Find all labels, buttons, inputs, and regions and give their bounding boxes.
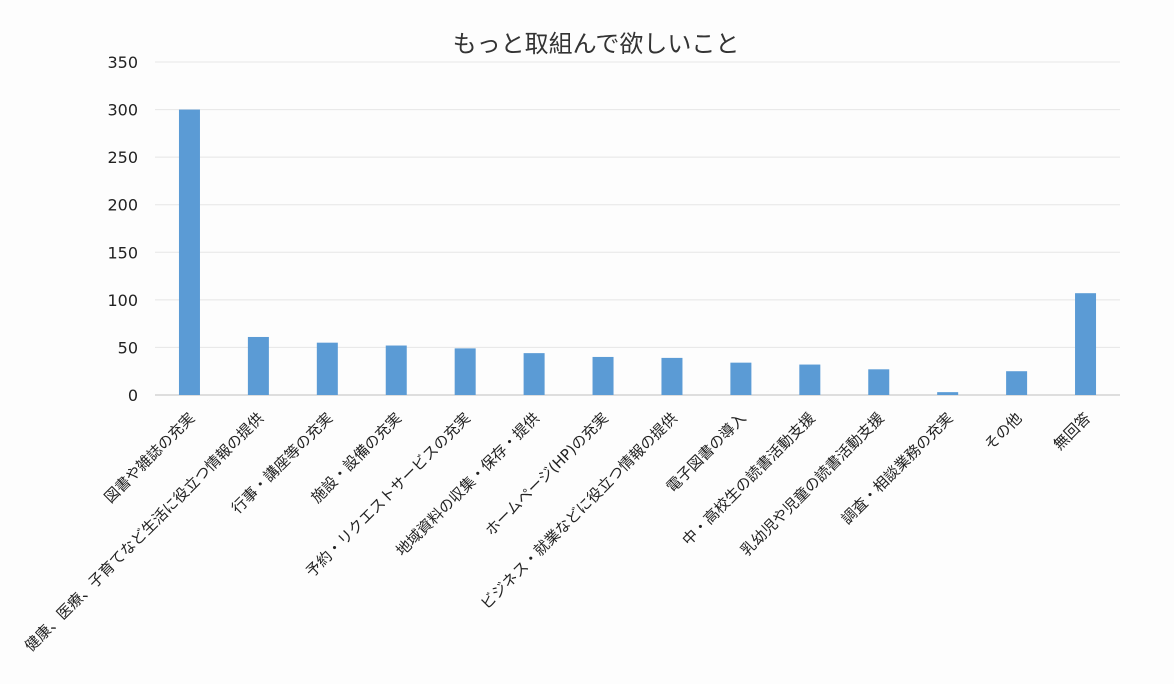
bar — [316, 342, 338, 395]
y-tick-label: 200 — [107, 196, 138, 215]
y-tick-label: 150 — [107, 243, 138, 262]
x-tick-label: 乳幼児や児童の読書活動支援 — [737, 409, 888, 560]
y-tick-label: 250 — [107, 148, 138, 167]
bar — [937, 392, 959, 395]
bar — [799, 364, 821, 395]
x-tick-label: ホームページ(HP)の充実 — [482, 409, 612, 539]
bar — [868, 369, 890, 395]
x-tick-label: その他 — [981, 409, 1026, 454]
x-tick-label: 無回答 — [1050, 409, 1095, 454]
chart-title: もっと取組んで欲しいこと — [453, 30, 740, 58]
bar — [1075, 293, 1097, 395]
bar — [1006, 371, 1028, 395]
bar — [454, 348, 476, 395]
x-axis-labels: 図書や雑誌の充実健康、医療、子育てなど生活に役立つ情報の提供行事・講座等の充実施… — [21, 409, 1094, 655]
bar — [523, 353, 545, 395]
bar — [730, 362, 752, 395]
x-tick-label: 調査・相談業務の充実 — [838, 409, 957, 528]
y-tick-label: 300 — [107, 101, 138, 120]
y-axis-ticks: 0 50 100 150 200 250 300 350 — [107, 53, 138, 405]
bar — [247, 336, 269, 395]
y-tick-label: 0 — [128, 386, 138, 405]
y-tick-label: 350 — [107, 53, 138, 72]
y-tick-label: 100 — [107, 291, 138, 310]
bar — [661, 357, 683, 395]
x-tick-label: 中・高校生の読書活動支援 — [679, 409, 819, 549]
x-tick-label: 健康、医療、子育てなど生活に役立つ情報の提供 — [21, 409, 267, 655]
y-tick-label: 50 — [118, 338, 138, 357]
gridlines — [155, 61, 1120, 348]
bar — [592, 356, 614, 395]
bars — [178, 109, 1097, 396]
x-tick-label: 地域資料の収集・保存・提供 — [392, 409, 543, 560]
bar — [178, 109, 200, 396]
bar — [385, 345, 407, 395]
